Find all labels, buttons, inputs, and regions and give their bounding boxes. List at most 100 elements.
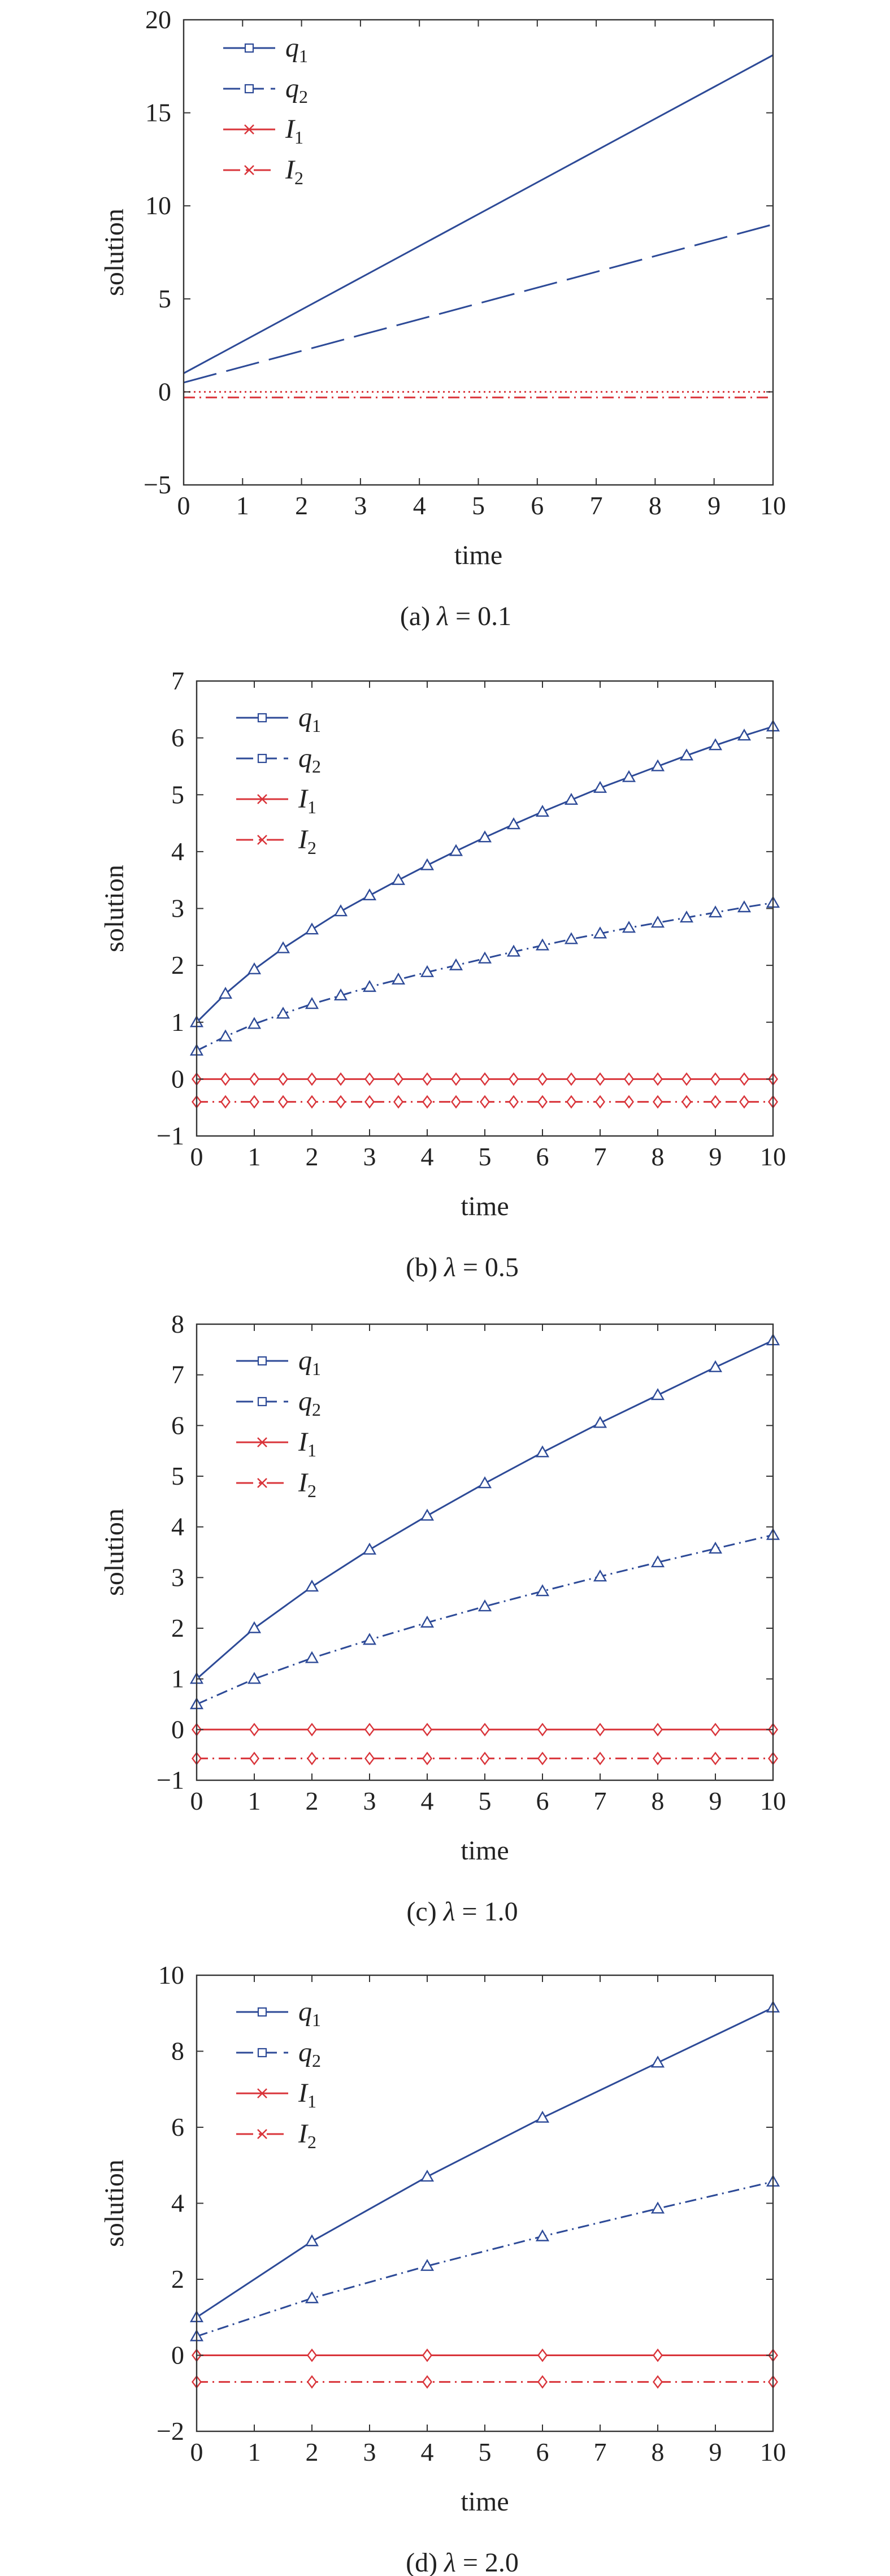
y-tick-label: 2 — [171, 2265, 184, 2293]
x-tick-label: 0 — [190, 1786, 203, 1815]
x-tick-label: 1 — [248, 2438, 261, 2466]
data-point — [305, 2234, 319, 2247]
data-point — [535, 1445, 550, 1458]
data-point — [681, 1072, 692, 1086]
legend-label: I2 — [298, 2119, 316, 2152]
legend-entry: q2 — [236, 1386, 321, 1420]
data-point — [422, 1751, 432, 1766]
data-point — [420, 858, 435, 870]
y-tick-label: 5 — [171, 780, 184, 809]
legend-marker — [257, 2129, 267, 2139]
y-axis-label: solution — [99, 865, 129, 952]
data-point — [537, 2348, 548, 2362]
data-point — [537, 2375, 548, 2389]
x-tick-label: 3 — [363, 1786, 376, 1815]
x-tick-label: 5 — [479, 1142, 492, 1171]
legend-marker — [257, 2088, 267, 2098]
x-tick-label: 9 — [709, 1786, 722, 1815]
legend-label: q1 — [298, 1997, 321, 2030]
data-point — [247, 1621, 262, 1633]
data-point — [307, 1751, 317, 1766]
x-tick-label: 10 — [760, 2438, 786, 2466]
y-tick-label: 10 — [158, 1961, 184, 1989]
data-point — [249, 1072, 259, 1086]
data-point — [307, 1072, 317, 1086]
data-point — [595, 1723, 605, 1737]
panel-caption: (d) λ = 2.0 — [406, 2548, 519, 2576]
data-point — [305, 997, 319, 1009]
data-point — [595, 1751, 605, 1766]
data-point — [422, 2348, 432, 2362]
data-point — [650, 1555, 665, 1568]
data-point — [451, 1095, 461, 1109]
data-point — [333, 904, 348, 917]
x-tick-label: 4 — [421, 1786, 434, 1815]
plot-frame — [196, 1323, 774, 1781]
data-point — [422, 2375, 432, 2389]
legend-label: I1 — [285, 114, 303, 148]
x-axis-label: time — [454, 540, 502, 570]
legend-marker — [244, 124, 254, 135]
x-tick-label: 6 — [536, 1786, 549, 1815]
data-point — [509, 1095, 519, 1109]
legend-entry: I2 — [236, 2119, 316, 2152]
data-point — [364, 1095, 375, 1109]
legend-label: q2 — [298, 2037, 321, 2071]
legend-marker — [257, 794, 267, 804]
x-tick-label: 2 — [306, 1142, 319, 1171]
data-point — [362, 1633, 377, 1645]
legend-label: I2 — [285, 155, 303, 188]
x-axis-label: time — [461, 1836, 509, 1866]
data-point — [477, 951, 492, 964]
data-point — [564, 792, 579, 805]
x-tick-label: 1 — [248, 1142, 261, 1171]
data-point — [364, 1751, 375, 1766]
legend-label: I1 — [298, 784, 316, 817]
x-tick-label: 3 — [363, 1142, 376, 1171]
x-tick-label: 7 — [594, 1786, 607, 1815]
data-point — [247, 1672, 262, 1684]
legend-label: q1 — [298, 1346, 321, 1379]
series-line-2 — [183, 223, 774, 384]
data-point — [307, 2348, 317, 2362]
data-point — [739, 1072, 749, 1086]
legend-marker — [257, 753, 267, 764]
x-tick-label: 0 — [177, 491, 190, 520]
legend-entry: I1 — [236, 1427, 316, 1460]
data-point — [650, 1388, 665, 1400]
y-tick-label: −2 — [157, 2417, 184, 2445]
data-point — [710, 1072, 720, 1086]
legend-label: I1 — [298, 2078, 316, 2111]
data-point — [595, 1072, 605, 1086]
data-point — [362, 1542, 377, 1555]
data-point — [708, 1541, 723, 1554]
data-point — [739, 1095, 749, 1109]
x-axis-label: time — [461, 1191, 509, 1221]
data-point — [537, 1072, 548, 1086]
y-tick-label: 8 — [171, 1309, 184, 1338]
legend-marker — [257, 2007, 267, 2017]
y-tick-label: 4 — [171, 1512, 184, 1541]
data-point — [566, 1072, 576, 1086]
x-tick-label: 8 — [652, 2438, 665, 2466]
y-tick-label: 2 — [171, 951, 184, 979]
x-tick-label: 4 — [413, 491, 426, 520]
data-point — [480, 1723, 490, 1737]
x-tick-label: 7 — [590, 491, 603, 520]
data-point — [708, 738, 723, 751]
legend-entry: q2 — [236, 2037, 321, 2071]
plot-frame — [196, 1974, 774, 2432]
x-tick-label: 3 — [363, 2438, 376, 2466]
data-point — [422, 1072, 432, 1086]
y-tick-label: 10 — [145, 191, 171, 220]
data-point — [477, 1599, 492, 1612]
data-point — [276, 941, 290, 953]
data-point — [737, 728, 752, 741]
y-tick-label: −1 — [157, 1766, 184, 1794]
legend-entry: I1 — [223, 114, 303, 148]
data-point — [420, 2170, 435, 2182]
data-point — [710, 1095, 720, 1109]
data-point — [653, 2348, 663, 2362]
data-point — [535, 2229, 550, 2241]
data-point — [449, 844, 463, 856]
